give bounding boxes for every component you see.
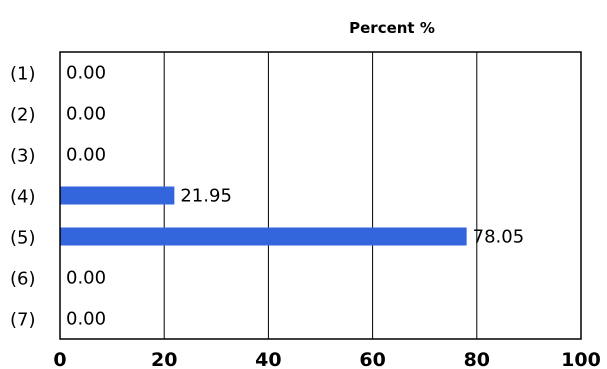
category-labels: (1) (2) (3) (4) (5) (6) (7) <box>10 64 36 331</box>
value-label: 0.00 <box>66 145 106 166</box>
x-tick-label: 60 <box>359 349 385 369</box>
chart-title: Percent % <box>349 19 435 37</box>
category-label: (2) <box>10 105 36 126</box>
x-tick-label: 80 <box>464 349 490 369</box>
x-tick-label: 0 <box>53 349 66 369</box>
category-label: (4) <box>10 187 36 208</box>
bar <box>60 227 467 246</box>
bars <box>60 186 467 246</box>
value-label: 0.00 <box>66 309 106 330</box>
bar <box>60 186 175 205</box>
x-axis-ticks: 0 20 40 60 80 100 <box>53 349 600 369</box>
x-tick-label: 20 <box>151 349 177 369</box>
plot-frame <box>59 51 582 340</box>
category-label: (1) <box>10 64 36 85</box>
value-label: 78.05 <box>473 227 525 248</box>
x-tick-label: 40 <box>255 349 281 369</box>
category-label: (6) <box>10 269 36 290</box>
value-label: 0.00 <box>66 104 106 125</box>
value-label: 21.95 <box>180 186 232 207</box>
value-labels: 0.00 0.00 0.00 21.95 78.05 0.00 0.00 <box>66 63 524 330</box>
category-label: (3) <box>10 146 36 167</box>
value-label: 0.00 <box>66 268 106 289</box>
category-label: (7) <box>10 310 36 331</box>
x-tick-label: 100 <box>561 349 601 369</box>
value-label: 0.00 <box>66 63 106 84</box>
category-label: (5) <box>10 228 36 249</box>
